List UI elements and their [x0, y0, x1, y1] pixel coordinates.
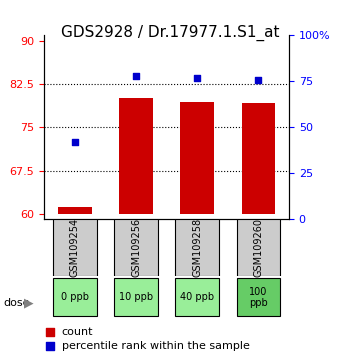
FancyBboxPatch shape — [237, 278, 280, 316]
Point — [239, 263, 244, 268]
Bar — [241, 103, 275, 214]
FancyBboxPatch shape — [175, 278, 219, 316]
FancyBboxPatch shape — [53, 278, 97, 316]
Text: 10 ppb: 10 ppb — [119, 292, 153, 302]
Text: GSM109254: GSM109254 — [70, 218, 80, 278]
Text: ▶: ▶ — [24, 296, 33, 309]
Text: dose: dose — [3, 298, 30, 308]
Text: 0 ppb: 0 ppb — [61, 292, 89, 302]
FancyBboxPatch shape — [114, 278, 158, 316]
Point — [194, 75, 200, 81]
Text: 40 ppb: 40 ppb — [180, 292, 214, 302]
Point — [256, 77, 261, 82]
Text: count: count — [62, 327, 93, 337]
FancyBboxPatch shape — [175, 219, 219, 276]
Point — [239, 132, 244, 138]
FancyBboxPatch shape — [114, 219, 158, 276]
Point — [133, 73, 139, 79]
Text: GSM109260: GSM109260 — [253, 218, 264, 277]
FancyBboxPatch shape — [53, 219, 97, 276]
FancyBboxPatch shape — [237, 219, 280, 276]
Text: GDS2928 / Dr.17977.1.S1_at: GDS2928 / Dr.17977.1.S1_at — [61, 25, 279, 41]
Bar — [119, 97, 153, 214]
Text: GSM109256: GSM109256 — [131, 218, 141, 278]
Bar — [58, 207, 92, 214]
Text: 100
ppb: 100 ppb — [249, 286, 268, 308]
Bar — [180, 102, 214, 214]
Point — [72, 139, 78, 145]
Text: percentile rank within the sample: percentile rank within the sample — [62, 341, 250, 351]
Text: GSM109258: GSM109258 — [192, 218, 202, 278]
